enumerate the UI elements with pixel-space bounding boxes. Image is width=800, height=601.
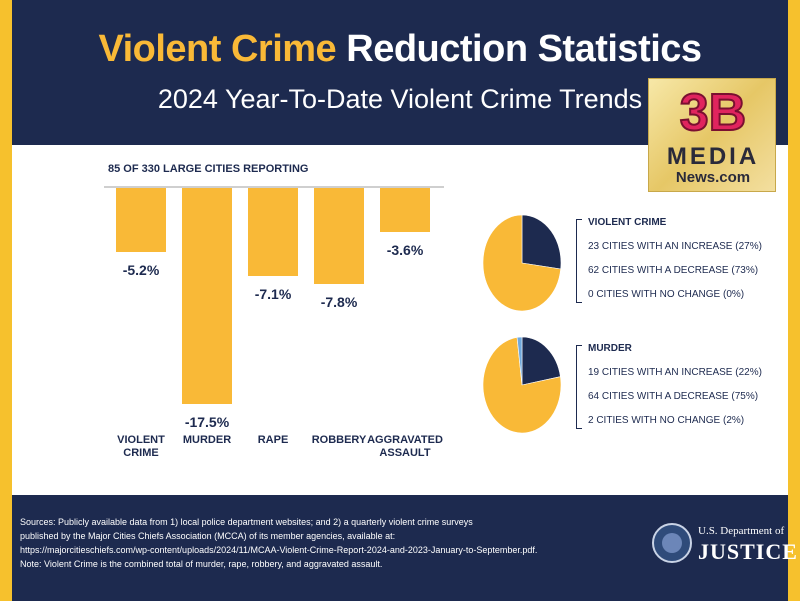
logo-news: News.com [675, 169, 751, 186]
pie-slice-decrease [482, 214, 562, 312]
bar-category-label: VIOLENT CRIME [117, 434, 165, 459]
title-rest: Reduction Statistics [336, 28, 702, 70]
bar-murder [182, 188, 232, 404]
sources-line: https://majorcitieschiefs.com/wp-content… [20, 545, 538, 555]
legend-item: 62 CITIES WITH A DECREASE (73%) [588, 265, 759, 276]
legend-item: 64 CITIES WITH A DECREASE (75%) [588, 391, 759, 402]
sources-line: published by the Major Cities Chiefs Ass… [20, 531, 396, 541]
page-title: Violent Crime Reduction Statistics [12, 28, 788, 71]
doj-line1: U.S. Department of [698, 525, 785, 537]
sources-line: Note: Violent Crime is the combined tota… [20, 559, 383, 569]
bar-violent-crime [116, 188, 166, 253]
legend-item: 0 CITIES WITH NO CHANGE (0%) [588, 289, 745, 300]
doj-line2: JUSTICE [698, 539, 798, 564]
pie-slice-increase [521, 214, 562, 270]
bar-value-label: -17.5% [184, 414, 230, 430]
bar-category-label: ROBBERY [311, 434, 367, 446]
chart-area: 85 OF 330 LARGE CITIES REPORTING -5.2% VI… [12, 145, 788, 495]
pie-slice-increase [521, 336, 561, 386]
title-accent: Violent Crime [98, 28, 337, 70]
bar-chart-title: 85 OF 330 LARGE CITIES REPORTING [108, 163, 309, 175]
murder-pie [482, 336, 562, 434]
doj-seal-icon [652, 523, 692, 563]
sources-text: Sources: Publicly available data from 1)… [20, 515, 640, 571]
bar-baseline [104, 186, 444, 188]
bar-category-label: RAPE [257, 434, 289, 446]
logo-3b: 3B [679, 83, 747, 143]
bar-category-label: AGGRAVATED ASSAULT [367, 434, 443, 459]
3b-media-logo: 3B MEDIA News.com [648, 78, 776, 192]
pie-slice-decrease [482, 337, 562, 434]
legend-bracket [576, 219, 582, 303]
header: Violent Crime Reduction Statistics 2024 … [12, 0, 788, 145]
legend-item: 2 CITIES WITH NO CHANGE (2%) [588, 415, 745, 426]
legend-bracket [576, 345, 582, 429]
bar-value-label: -5.2% [122, 262, 160, 279]
legend-title: VIOLENT CRIME [588, 217, 667, 228]
bar-category-label: MURDER [182, 434, 232, 446]
legend-item: 23 CITIES WITH AN INCREASE (27%) [588, 241, 762, 252]
bar-aggravated-assault [380, 188, 430, 233]
logo-media: MEDIA [666, 143, 760, 170]
infographic-frame: Violent Crime Reduction Statistics 2024 … [12, 0, 797, 601]
violent-crime-pie [482, 214, 562, 312]
pie-slice-no-change [516, 336, 523, 386]
legend-title: MURDER [588, 343, 632, 354]
footer: Sources: Publicly available data from 1)… [12, 495, 797, 601]
sources-line: Sources: Publicly available data from 1)… [20, 517, 473, 527]
bar-value-label: -3.6% [386, 242, 424, 259]
bar-value-label: -7.8% [320, 294, 358, 311]
legend-item: 19 CITIES WITH AN INCREASE (22%) [588, 367, 762, 378]
bar-rape [248, 188, 298, 276]
bar-value-label: -7.1% [254, 285, 292, 302]
page-subtitle: 2024 Year-To-Date Violent Crime Trends [157, 84, 643, 114]
bar-robbery [314, 188, 364, 285]
